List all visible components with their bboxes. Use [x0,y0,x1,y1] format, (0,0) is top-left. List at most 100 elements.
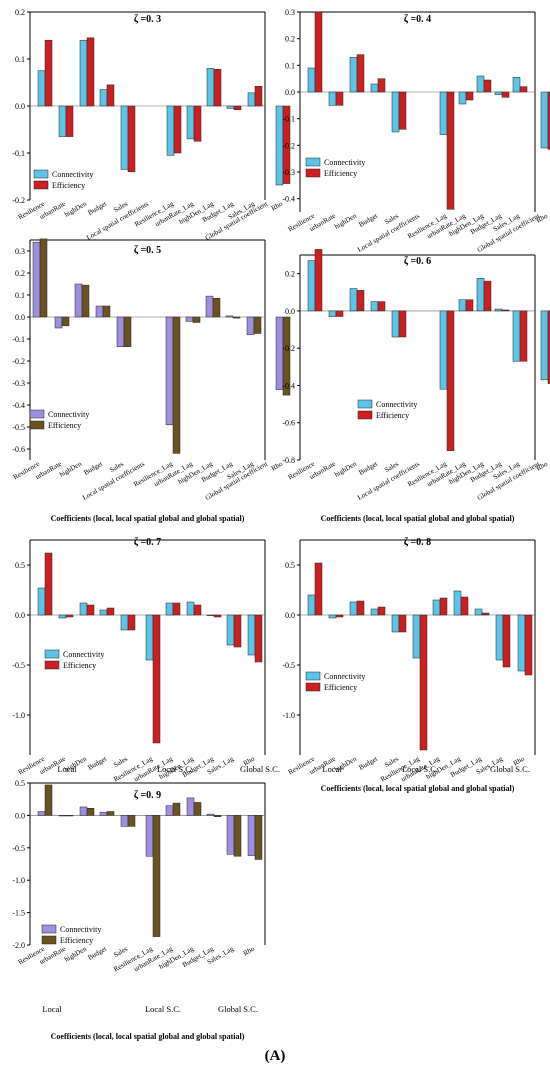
chart-title: ζ =0. 6 [404,256,431,267]
bar-efficiency-sales [398,91,407,130]
y-tick-label: 0.2 [285,270,295,279]
bar-connectivity-budget-lag [225,315,234,318]
bar-efficiency-urbanrate-lag [172,602,181,616]
bar-connectivity-budget [370,301,379,312]
y-tick-label: 0.1 [285,61,295,70]
legend-swatch [357,410,373,420]
bar-efficiency-highden [356,290,365,312]
y-tick-label: -1.0 [12,711,25,720]
bar-efficiency-sales [127,815,136,827]
bar-efficiency-budget-lag [481,612,490,616]
bar-connectivity-urbanrate-lag [458,299,467,312]
y-tick-label: 0.2 [285,35,295,44]
bar-connectivity-urbanrate [58,614,67,619]
bar-efficiency-highden [86,37,95,107]
bar-connectivity-resilience-lag [145,815,154,857]
x-tick-label: Budget [86,755,108,772]
bar-connectivity-resilience [307,67,316,93]
bar-efficiency-budget [377,606,386,616]
x-tick-label: Budget [357,460,379,477]
y-tick-label: 0.5 [15,779,25,788]
bar-efficiency-resilience [314,562,323,616]
y-tick-label: 0.0 [285,307,295,316]
x-tick-label: Sales [112,755,129,769]
bar-connectivity-urbanrate-lag [165,805,174,816]
bar-efficiency-budget [377,78,386,93]
group-label: Global S.C. [240,764,280,774]
bar-efficiency-budget [106,811,115,816]
bar-connectivity-sales [391,310,400,338]
bar-efficiency-urbanrate-lag [193,105,202,142]
y-tick-label: -0.4 [282,195,295,204]
y-tick-label: 0.1 [15,291,25,300]
bar-efficiency-budget [377,301,386,312]
x-tick-label: highDen [58,460,83,479]
bar-efficiency-resilience-lag [446,91,455,210]
bar-efficiency-highden-lag [483,79,492,93]
figure-label: (A) [265,1048,286,1064]
bar-connectivity-highden-lag [476,278,485,312]
chart-panel-3: -0.6 -0.5 -0.4 -0.3 -0.2 -0.1 0.0 0.1 0.2 0.3 ζ =0… [12,238,291,523]
chart-panel-7: -2.0-1.5-1.0-0.50.00.5ζ =0. 9Resilienceu… [12,779,266,1041]
x-tick-label: Rho [242,945,257,958]
bar-efficiency-rho [254,815,263,860]
bar-connectivity-budget-lag [206,614,215,616]
bar-efficiency-rho [547,310,550,384]
y-tick-label: 0.0 [15,611,25,620]
legend-label: Connectivity [324,672,365,681]
bar-connectivity-resilience-lag [412,614,421,659]
legend-swatch [41,924,57,934]
bar-connectivity-urbanrate [328,91,337,106]
y-tick-label: -0.5 [12,423,25,432]
bar-connectivity-highden [349,288,358,312]
group-label: Global S.C. [218,1004,258,1014]
bar-connectivity-sales-lag [246,316,255,335]
chart-title: ζ =0. 4 [404,14,431,25]
y-tick-label: 0.2 [15,8,25,17]
y-tick-label: -0.8 [282,456,295,465]
bar-efficiency-resilience [39,238,48,318]
bar-connectivity-urbanrate-lag [185,316,194,322]
bar-connectivity-rho [275,316,284,390]
bar-connectivity-urbanrate-lag [165,602,174,616]
bar-efficiency-sales [123,316,132,347]
group-label: Local S.C. [145,1004,181,1014]
y-tick-label: -1.5 [12,909,25,918]
bar-efficiency-highden-lag [193,802,202,816]
bar-efficiency-budget [106,84,115,107]
bar-connectivity-highden-lag [476,75,485,93]
bar-connectivity-highden-lag [186,797,195,816]
legend-swatch [41,935,57,945]
bar-efficiency-budget [102,305,111,318]
chart-title: ζ =0. 3 [134,14,161,25]
bar-efficiency-resilience-lag [172,316,181,454]
bar-connectivity-resilience-lag [145,614,154,661]
bar-efficiency-urbanrate-lag [465,299,474,312]
chart-title: ζ =0. 9 [134,790,161,801]
x-axis-caption: Coefficients (local, local spatial globa… [51,514,245,523]
chart-title: ζ =0. 5 [134,245,161,256]
legend-swatch [305,157,321,167]
x-tick-label: Budget [82,460,104,477]
chart-title: ζ =0. 7 [134,537,161,548]
group-label: Local S.C. [157,764,193,774]
legend-swatch [33,180,49,190]
legend-swatch [305,682,321,692]
y-tick-label: -0.6 [12,445,25,454]
bar-efficiency-budget-lag [233,105,242,111]
y-tick-label: 0.1 [15,55,25,64]
y-tick-label: -1.0 [12,876,25,885]
legend-label: Connectivity [63,650,104,659]
bar-efficiency-sales [398,614,407,633]
bar-connectivity-highden-lag [206,68,215,107]
bar-connectivity-highden-lag [453,590,462,616]
legend-label: Efficiency [324,169,357,178]
bar-efficiency-highden [86,808,95,816]
legend-label: Efficiency [63,661,96,670]
bar-connectivity-highden [79,39,88,107]
y-tick-label: -0.2 [282,141,295,150]
x-tick-label: highDen [333,212,358,231]
bar-connectivity-urbanrate-lag [432,599,441,616]
chart-panel-5: -1.0-0.50.00.5ζ =0. 7ResilienceurbanRate… [12,537,280,784]
